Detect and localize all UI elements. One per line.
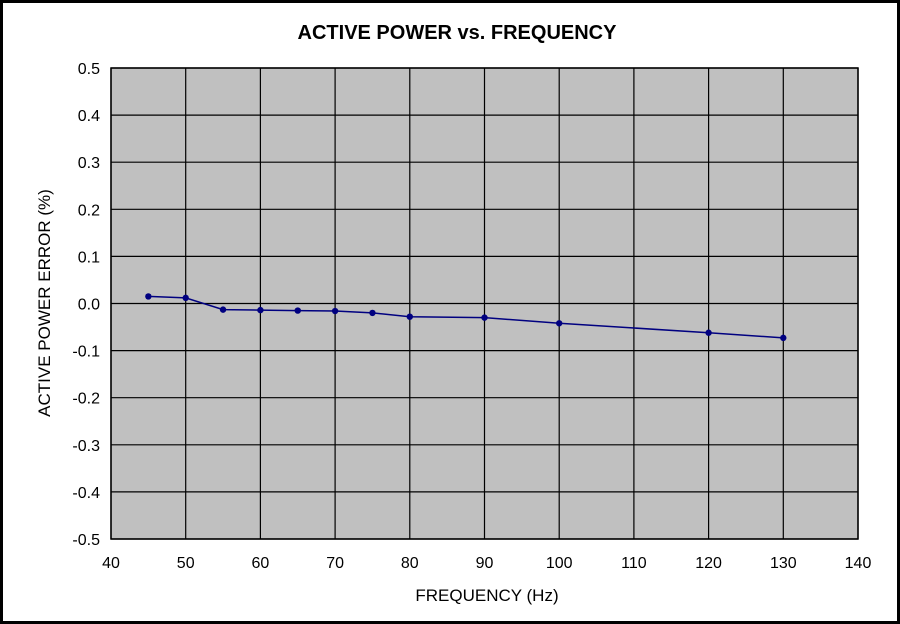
x-tick-label: 60 xyxy=(252,555,270,572)
x-tick-label: 90 xyxy=(476,555,494,572)
y-tick-label: 0.1 xyxy=(78,249,100,266)
data-point xyxy=(294,307,301,314)
chart-title: ACTIVE POWER vs. FREQUENCY xyxy=(298,22,618,44)
x-tick-label: 40 xyxy=(102,555,120,572)
data-point xyxy=(219,306,227,313)
x-tick-label: 120 xyxy=(695,555,722,572)
y-axis-label: ACTIVE POWER ERROR (%) xyxy=(35,189,54,417)
data-point xyxy=(705,329,712,336)
y-tick-label: -0.3 xyxy=(72,438,100,455)
y-tick-label: 0.3 xyxy=(78,155,100,172)
x-tick-label: 80 xyxy=(401,555,419,572)
data-point xyxy=(257,306,264,314)
y-tick-label: -0.1 xyxy=(72,344,100,361)
data-point xyxy=(556,320,563,327)
y-tick-label: 0.5 xyxy=(78,61,100,78)
data-point xyxy=(406,313,413,320)
data-point xyxy=(369,309,376,317)
x-tick-label: 130 xyxy=(770,555,797,572)
x-tick-labels: 40 50 60 70 80 90 100 110 120 130 140 xyxy=(102,555,871,572)
y-tick-label: 0.2 xyxy=(78,202,100,219)
x-tick-label: 140 xyxy=(845,555,872,572)
data-point xyxy=(145,293,152,300)
y-tick-label: 0.0 xyxy=(78,297,100,314)
y-tick-labels: 0.5 0.4 0.3 0.2 0.1 0.0 -0.1 -0.2 -0.3 -0.4 -0.5 xyxy=(72,61,100,549)
x-tick-label: 110 xyxy=(621,555,647,572)
x-axis-label: FREQUENCY (Hz) xyxy=(415,586,558,605)
data-point xyxy=(182,294,189,302)
x-tick-label: 100 xyxy=(546,555,573,572)
data-point xyxy=(331,307,339,315)
y-tick-label: -0.2 xyxy=(72,391,100,408)
y-tick-label: 0.4 xyxy=(78,108,100,125)
data-point xyxy=(780,334,787,342)
y-tick-label: -0.5 xyxy=(72,532,100,549)
y-tick-label: -0.4 xyxy=(72,485,100,502)
data-point xyxy=(481,314,488,321)
x-tick-label: 50 xyxy=(177,555,195,572)
x-tick-label: 70 xyxy=(326,555,344,572)
series-line xyxy=(148,295,784,339)
data-series xyxy=(145,293,787,342)
gridlines xyxy=(110,67,859,540)
